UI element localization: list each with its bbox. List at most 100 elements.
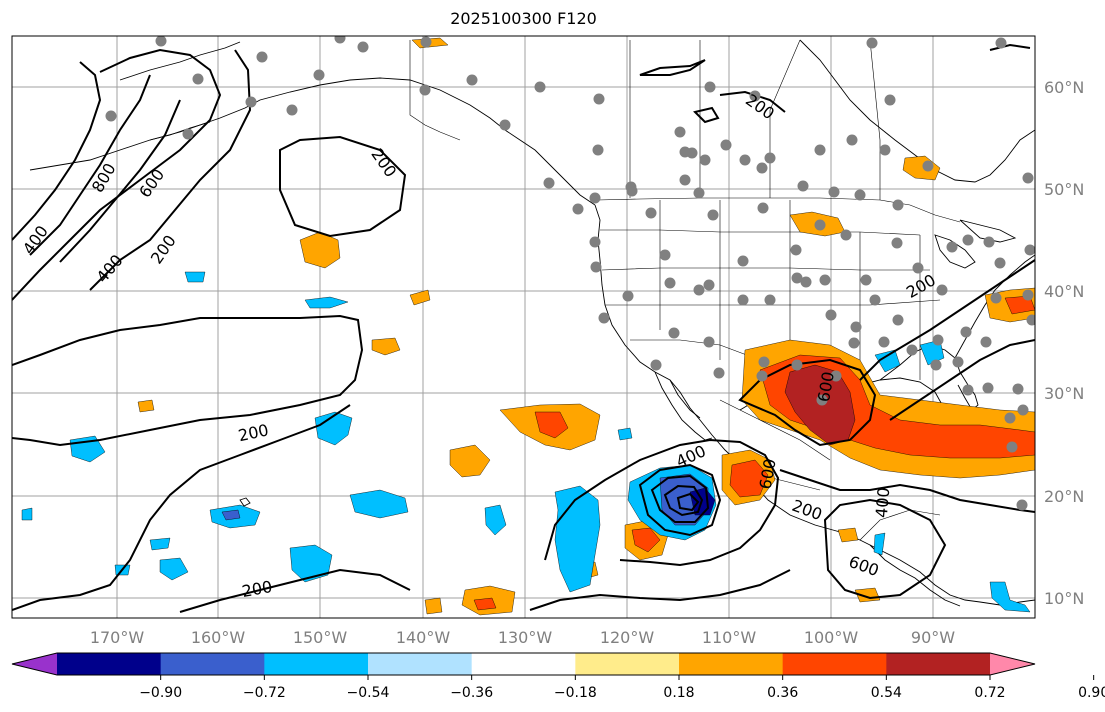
station-marker (155, 36, 167, 47)
station-marker (659, 249, 671, 261)
station-marker (854, 189, 866, 201)
station-marker (334, 36, 346, 44)
longitude-label: 140°W (396, 628, 451, 647)
political-borders (409, 39, 961, 541)
station-marker (105, 110, 117, 122)
station-marker (878, 336, 890, 348)
station-marker (707, 209, 719, 221)
station-marker (703, 279, 715, 291)
colorbar-segment (782, 653, 887, 675)
station-marker (590, 261, 602, 273)
station-marker (256, 51, 268, 63)
station-marker (704, 81, 716, 93)
longitude-label: 130°W (498, 628, 553, 647)
station-marker (879, 144, 891, 156)
station-marker (962, 234, 974, 246)
station-marker (1022, 172, 1034, 184)
station-marker (674, 126, 686, 138)
colorbar-tick-label: −0.54 (347, 685, 390, 701)
station-marker (720, 139, 732, 151)
station-marker (543, 177, 555, 189)
station-marker (756, 162, 768, 174)
station-marker (922, 160, 934, 172)
station-markers (105, 36, 1035, 511)
station-marker (650, 359, 662, 371)
station-marker (592, 144, 604, 156)
longitude-label: 90°W (911, 628, 955, 647)
latitude-label: 50°N (1044, 180, 1084, 199)
station-marker (622, 290, 634, 302)
map-background (12, 36, 1035, 618)
station-marker (182, 128, 194, 140)
latitude-label: 60°N (1044, 78, 1084, 97)
colorbar-tick-label: −0.18 (554, 685, 597, 701)
colorbar-tick-label: 0.90 (1078, 685, 1105, 701)
colorbar-segment (160, 653, 265, 675)
station-marker (825, 309, 837, 321)
colorbar-segment (886, 653, 991, 675)
station-marker (1022, 289, 1034, 301)
positive-anomaly-fields (137, 37, 1035, 616)
station-marker (869, 294, 881, 306)
station-marker (960, 326, 972, 338)
station-marker (749, 90, 761, 102)
station-marker (764, 294, 776, 306)
station-marker (816, 394, 828, 406)
station-marker (846, 134, 858, 146)
height-contours (12, 43, 1035, 613)
latitude-label: 30°N (1044, 384, 1084, 403)
latitude-label: 40°N (1044, 282, 1084, 301)
station-marker (819, 274, 831, 286)
colorbar-extend-low (12, 653, 57, 675)
colorbar-tick-label: 0.36 (767, 685, 798, 701)
station-marker (936, 284, 948, 296)
station-marker (192, 73, 204, 85)
station-marker (791, 359, 803, 371)
station-marker (1006, 441, 1018, 453)
colorbar-tick-label: 0.72 (974, 685, 1005, 701)
station-marker (990, 292, 1002, 304)
station-marker (1024, 244, 1035, 256)
station-marker (994, 257, 1006, 269)
colorbar-outline (11, 652, 1036, 676)
station-marker (756, 370, 768, 382)
station-marker (593, 93, 605, 105)
colorbar-tick-label: 0.18 (663, 685, 694, 701)
map-frame (11, 35, 1036, 619)
colorbar-segment (679, 653, 784, 675)
station-marker (686, 147, 698, 159)
colorbar-tick-label: −0.36 (450, 685, 493, 701)
station-marker (737, 294, 749, 306)
station-marker (912, 262, 924, 274)
colorbar-tick-label: −0.90 (139, 685, 182, 701)
station-marker (679, 174, 691, 186)
station-marker (739, 154, 751, 166)
station-marker (891, 237, 903, 249)
station-marker (848, 337, 860, 349)
station-marker (906, 344, 918, 356)
latitude-labels: 60°N 50°N 40°N 30°N 20°N 10°N (1044, 78, 1084, 608)
station-marker (466, 74, 478, 86)
station-marker (932, 334, 944, 346)
station-marker (952, 356, 964, 368)
colorbar-tick-label: 0.54 (871, 685, 902, 701)
station-marker (534, 81, 546, 93)
station-marker (814, 219, 826, 231)
longitude-label: 150°W (293, 628, 348, 647)
longitude-label: 100°W (804, 628, 859, 647)
station-marker (758, 356, 770, 368)
station-marker (980, 336, 992, 348)
colorbar-segment (264, 653, 369, 675)
colorbar-tick-label: −0.72 (243, 685, 286, 701)
latitude-label: 20°N (1044, 487, 1084, 506)
station-marker (866, 37, 878, 49)
station-marker (737, 255, 749, 267)
map-title: 2025100300 F120 (450, 9, 597, 28)
station-marker (699, 154, 711, 166)
station-marker (286, 104, 298, 116)
station-marker (703, 336, 715, 348)
station-marker (626, 185, 638, 197)
station-marker (828, 186, 840, 198)
station-marker (499, 119, 511, 131)
station-marker (419, 84, 431, 96)
